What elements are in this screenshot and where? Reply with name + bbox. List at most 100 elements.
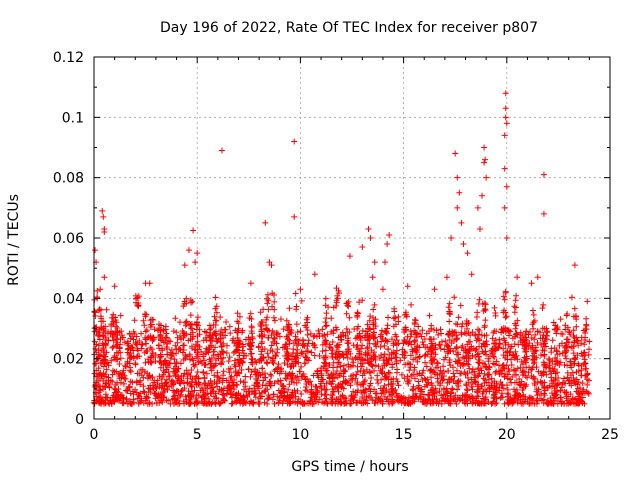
data-point bbox=[354, 332, 361, 339]
data-point bbox=[379, 365, 386, 372]
data-point bbox=[420, 341, 427, 348]
y-axis-label: ROTI / TECUs bbox=[6, 194, 22, 286]
data-point bbox=[124, 349, 131, 356]
data-point bbox=[585, 377, 592, 384]
data-point bbox=[453, 320, 460, 327]
data-point bbox=[248, 350, 255, 357]
data-point bbox=[386, 356, 393, 363]
outlier-point bbox=[464, 250, 471, 257]
data-point bbox=[167, 349, 174, 356]
data-point bbox=[175, 365, 182, 372]
data-point bbox=[375, 363, 382, 370]
data-point bbox=[392, 340, 399, 347]
outlier-point bbox=[454, 204, 461, 211]
data-point bbox=[563, 389, 570, 396]
data-point bbox=[159, 399, 166, 406]
data-point bbox=[310, 333, 317, 340]
outlier-point bbox=[404, 283, 411, 290]
data-point bbox=[374, 399, 381, 406]
data-point bbox=[224, 383, 231, 390]
data-point bbox=[491, 354, 498, 361]
data-point bbox=[246, 385, 253, 392]
data-point bbox=[405, 340, 412, 347]
data-point bbox=[347, 382, 354, 389]
data-point bbox=[219, 379, 226, 386]
data-point bbox=[206, 333, 213, 340]
data-point bbox=[283, 348, 290, 355]
data-point bbox=[532, 344, 539, 351]
data-point bbox=[112, 386, 119, 393]
data-point bbox=[330, 330, 337, 337]
data-point bbox=[103, 306, 110, 313]
data-point bbox=[108, 357, 115, 364]
data-point bbox=[323, 380, 330, 387]
data-point bbox=[492, 310, 499, 317]
data-point bbox=[299, 373, 306, 380]
data-point bbox=[452, 345, 459, 352]
outlier-point bbox=[369, 274, 376, 281]
data-point bbox=[95, 389, 102, 396]
data-point bbox=[396, 396, 403, 403]
data-point bbox=[158, 394, 165, 401]
data-point bbox=[436, 341, 443, 348]
data-point bbox=[270, 391, 277, 398]
data-point bbox=[185, 392, 192, 399]
data-point bbox=[481, 322, 488, 329]
data-point bbox=[276, 333, 283, 340]
data-point bbox=[511, 386, 518, 393]
data-point bbox=[180, 379, 187, 386]
data-point bbox=[102, 400, 109, 407]
x-tick-label: 25 bbox=[601, 427, 619, 443]
data-point bbox=[446, 379, 453, 386]
data-point bbox=[319, 348, 326, 355]
data-point bbox=[189, 325, 196, 332]
data-point bbox=[513, 352, 520, 359]
data-point bbox=[567, 391, 574, 398]
data-point bbox=[180, 347, 187, 354]
data-point bbox=[265, 306, 272, 313]
outlier-point bbox=[346, 253, 353, 260]
data-point bbox=[531, 400, 538, 407]
data-point bbox=[184, 380, 191, 387]
data-point bbox=[220, 372, 227, 379]
data-point bbox=[112, 328, 119, 335]
data-point bbox=[545, 364, 552, 371]
data-point bbox=[151, 377, 158, 384]
data-point bbox=[561, 375, 568, 382]
data-point bbox=[268, 372, 275, 379]
outlier-point bbox=[454, 174, 461, 181]
data-point bbox=[572, 380, 579, 387]
data-point bbox=[294, 387, 301, 394]
data-point bbox=[321, 332, 328, 339]
data-point bbox=[371, 301, 378, 308]
data-point bbox=[211, 329, 218, 336]
data-point bbox=[448, 340, 455, 347]
data-point bbox=[103, 379, 110, 386]
data-point bbox=[547, 395, 554, 402]
y-tick-label: 0.02 bbox=[53, 352, 84, 368]
data-point bbox=[555, 375, 562, 382]
data-point bbox=[573, 323, 580, 330]
data-point bbox=[310, 372, 317, 379]
data-point bbox=[362, 386, 369, 393]
data-point bbox=[522, 342, 529, 349]
data-point bbox=[370, 306, 377, 313]
data-point bbox=[378, 338, 385, 345]
data-point bbox=[535, 386, 542, 393]
data-point bbox=[402, 309, 409, 316]
data-point bbox=[389, 393, 396, 400]
data-point bbox=[269, 303, 276, 310]
outlier-point bbox=[291, 213, 298, 220]
data-point bbox=[98, 372, 105, 379]
data-point bbox=[312, 344, 319, 351]
data-point bbox=[415, 378, 422, 385]
data-point bbox=[372, 390, 379, 397]
data-point bbox=[438, 330, 445, 337]
data-point bbox=[379, 370, 386, 377]
data-point bbox=[554, 360, 561, 367]
data-point bbox=[189, 298, 196, 305]
data-point bbox=[580, 349, 587, 356]
data-point bbox=[114, 379, 121, 386]
data-point bbox=[401, 348, 408, 355]
